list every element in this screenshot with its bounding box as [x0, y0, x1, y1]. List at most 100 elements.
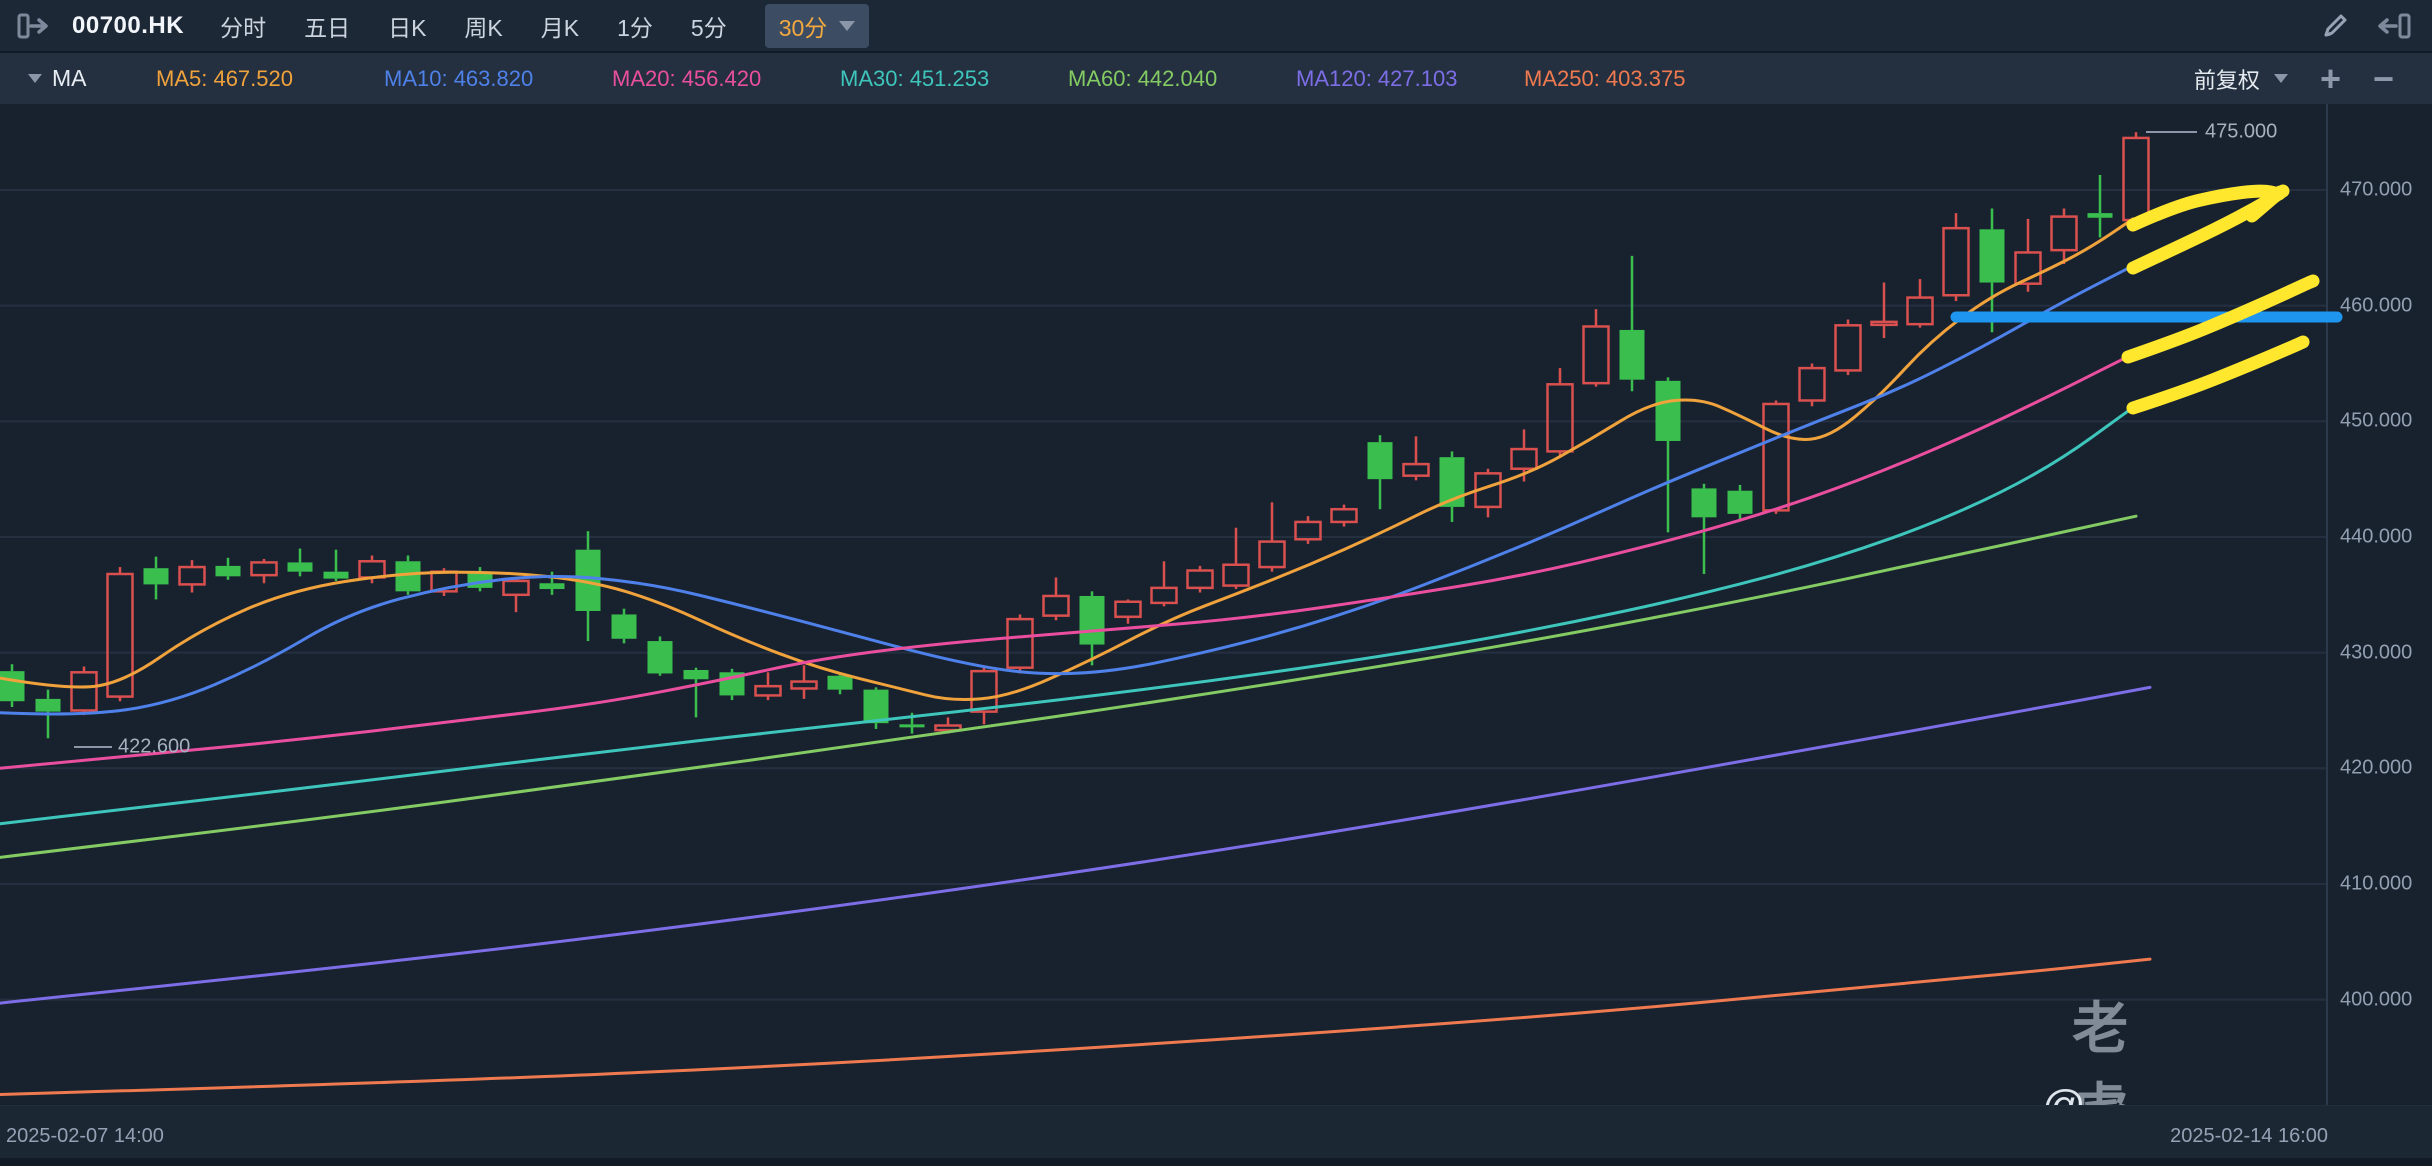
collapse-panel-icon[interactable]	[16, 11, 50, 41]
ma-legend-ma120[interactable]: MA120: 427.103	[1296, 65, 1458, 91]
ma-row-right: 前复权 + −	[2194, 57, 2432, 99]
candle-45	[1619, 329, 1645, 380]
candle-11	[395, 561, 421, 592]
candle-37	[1330, 507, 1358, 524]
zoom-in-button[interactable]: +	[2319, 57, 2341, 99]
ma-line-ma60	[0, 514, 2138, 859]
candle-1	[35, 698, 61, 712]
candle-3	[106, 572, 134, 698]
tab-日K[interactable]: 日K	[388, 9, 426, 43]
time-axis-band: 2025-02-07 14:00 2025-02-14 16:00	[0, 1105, 2432, 1159]
high-price-label: 475.000	[2205, 120, 2278, 143]
low-price-label: 422.600	[118, 735, 191, 758]
bottom-strip	[0, 1158, 2432, 1166]
candle-48	[1727, 490, 1753, 514]
tab-月K[interactable]: 月K	[541, 9, 579, 43]
chevron-down-icon	[28, 74, 42, 83]
highlight-ma20-extension[interactable]	[2121, 274, 2320, 364]
chevron-down-icon	[2273, 74, 2288, 83]
y-axis-label-400.000: 400.000	[2340, 988, 2413, 1011]
candle-35	[1258, 540, 1286, 569]
stock-symbol: 00700.HK	[72, 11, 185, 39]
candle-2	[70, 671, 98, 712]
tab-1分[interactable]: 1分	[617, 9, 653, 43]
y-axis-label-460.000: 460.000	[2340, 294, 2413, 317]
candle-49	[1762, 402, 1790, 512]
candle-59	[2122, 136, 2150, 222]
y-axis-label-440.000: 440.000	[2340, 525, 2413, 548]
ma-line-ma30	[0, 405, 2135, 826]
ma-line-ma120	[0, 685, 2152, 1005]
candle-47	[1691, 488, 1717, 518]
candle-53	[1906, 296, 1934, 326]
tab-label: 五日	[304, 14, 351, 41]
tab-周K[interactable]: 周K	[464, 9, 502, 43]
candle-7	[250, 561, 278, 577]
adjust-type-label: 前复权	[2193, 67, 2260, 93]
candle-56	[2014, 251, 2042, 285]
ma-indicator-label: MA	[52, 65, 87, 91]
toolbar: 00700.HK 分时 五日 日K 周K 月K 1分 5分 30分	[0, 0, 2432, 53]
ma-legend: MA5: 467.520 MA10: 463.820 MA20: 456.420 MA…	[156, 66, 1752, 92]
candle-0	[0, 671, 25, 702]
highlight-arrow-barb[interactable]	[2245, 185, 2287, 223]
candle-29	[1042, 594, 1070, 617]
ma-legend-ma5[interactable]: MA5: 467.520	[156, 65, 293, 91]
candle-9	[323, 571, 349, 579]
candle-23	[827, 675, 853, 690]
axis-date-right: 2025-02-14 16:00	[2170, 1125, 2328, 1147]
candle-55	[1979, 229, 2005, 283]
tab-label: 日K	[388, 14, 427, 41]
candle-51	[1834, 324, 1862, 372]
candle-18	[647, 641, 673, 674]
y-axis-label-450.000: 450.000	[2340, 409, 2413, 432]
candle-50	[1798, 366, 1826, 402]
candle-10	[358, 560, 386, 579]
tab-分时[interactable]: 分时	[220, 9, 266, 43]
ma-legend-ma30[interactable]: MA30: 451.253	[840, 65, 990, 91]
candle-4	[143, 568, 169, 585]
candle-52	[1870, 320, 1898, 327]
y-axis-label-420.000: 420.000	[2340, 756, 2413, 779]
zoom-out-button[interactable]: −	[2372, 57, 2394, 99]
user-drawings[interactable]	[1950, 184, 2343, 415]
adjust-type-dropdown[interactable]: 前复权	[2194, 63, 2288, 95]
y-axis-label-410.000: 410.000	[2340, 872, 2413, 895]
ma-legend-ma10[interactable]: MA10: 463.820	[384, 65, 534, 91]
candle-14	[502, 579, 530, 597]
tab-label: 分时	[220, 14, 267, 41]
candle-19	[683, 669, 709, 680]
candle-46	[1655, 380, 1681, 441]
candle-57	[2050, 215, 2078, 252]
candle-15	[539, 583, 565, 590]
candle-39	[1402, 462, 1430, 477]
candle-31	[1114, 600, 1142, 619]
candle-28	[1006, 617, 1034, 669]
tab-5分[interactable]: 5分	[691, 9, 727, 43]
tab-五日[interactable]: 五日	[304, 9, 350, 43]
ma-indicator-toggle[interactable]: MA	[28, 65, 156, 92]
candle-54	[1942, 226, 1970, 297]
tab-30分[interactable]: 30分	[764, 3, 870, 48]
candle-25	[899, 724, 925, 728]
draw-pencil-icon[interactable]	[2320, 11, 2350, 41]
tab-label: 30分	[778, 14, 828, 41]
candle-58	[2087, 213, 2113, 218]
exit-chart-icon[interactable]	[2376, 11, 2412, 41]
y-axis-label-470.000: 470.000	[2340, 178, 2413, 201]
y-axis-label-430.000: 430.000	[2340, 641, 2413, 664]
interval-tabs: 分时 五日 日K 周K 月K 1分 5分 30分	[220, 3, 870, 48]
highlight-ma30-extension[interactable]	[2126, 335, 2310, 415]
tab-label: 周K	[464, 14, 503, 41]
ma-legend-ma20[interactable]: MA20: 456.420	[612, 65, 762, 91]
tab-label: 月K	[540, 14, 580, 41]
ma-indicator-row: MA MA5: 467.520 MA10: 463.820 MA20: 456.42…	[0, 53, 2432, 104]
highlight-arrow-top[interactable]	[2126, 184, 2286, 232]
candle-44	[1582, 325, 1610, 385]
gridlines	[0, 104, 2328, 1105]
candle-27	[970, 669, 998, 713]
ma-legend-ma60[interactable]: MA60: 442.040	[1068, 65, 1218, 91]
ma-legend-ma250[interactable]: MA250: 403.375	[1524, 65, 1686, 91]
